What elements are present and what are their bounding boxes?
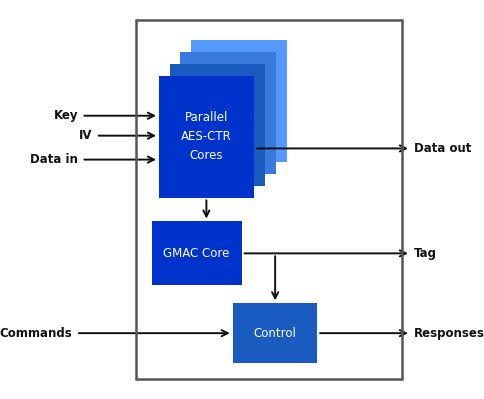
Text: Parallel
AES-CTR
Cores: Parallel AES-CTR Cores bbox=[181, 111, 232, 162]
Text: Data out: Data out bbox=[414, 142, 471, 155]
Bar bbox=[191, 40, 287, 162]
Text: Data in: Data in bbox=[30, 153, 78, 166]
Text: Commands: Commands bbox=[0, 327, 73, 340]
Text: Control: Control bbox=[254, 327, 296, 340]
Text: Key: Key bbox=[53, 109, 78, 122]
Bar bbox=[181, 52, 276, 174]
Text: GMAC Core: GMAC Core bbox=[164, 247, 230, 260]
Bar bbox=[159, 76, 254, 198]
Text: IV: IV bbox=[79, 129, 92, 142]
Bar bbox=[170, 64, 265, 186]
Text: Tag: Tag bbox=[414, 247, 437, 260]
Bar bbox=[136, 20, 402, 379]
Text: Responses: Responses bbox=[414, 327, 484, 340]
Bar bbox=[151, 221, 242, 285]
Bar bbox=[233, 303, 317, 363]
